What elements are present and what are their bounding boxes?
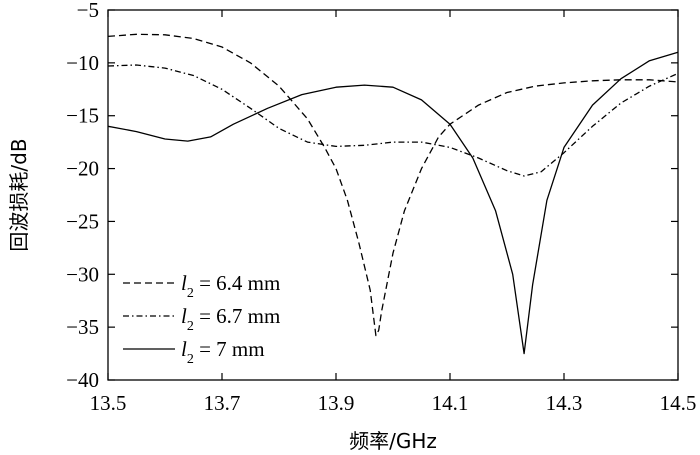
series-line-2	[107, 64, 679, 177]
x-tick-label: 14.3	[546, 391, 583, 415]
tick-layer: 13.5 13.7 13.9 14.1 14.3 14.5 −5 −10 −15 −20 −25 −3…	[66, 0, 696, 415]
y-tick-label: −20	[66, 157, 99, 181]
x-tick-label: 14.1	[432, 391, 469, 415]
series-line-3	[107, 51, 679, 355]
y-axis-title: 回波损耗/dB	[7, 138, 31, 251]
y-tick-label: −35	[66, 315, 99, 339]
y-tick-label: −10	[66, 51, 99, 75]
y-tick-label: −40	[66, 368, 99, 392]
legend-entry-2: l2 = 6.7 mm	[181, 304, 280, 334]
x-tick-label: 14.5	[660, 391, 697, 415]
x-axis-title: 频率/GHz	[349, 429, 437, 453]
x-tick-label: 13.5	[90, 391, 127, 415]
series-layer	[107, 33, 679, 355]
legend-entry-3: l2 = 7 mm	[181, 337, 265, 367]
legend-entry-1: l2 = 6.4 mm	[181, 271, 280, 301]
y-tick-label: −15	[66, 104, 99, 128]
y-tick-label: −25	[66, 209, 99, 233]
plot-frame	[107, 9, 679, 381]
x-tick-label: 13.7	[204, 391, 241, 415]
y-tick-label: −5	[77, 0, 99, 22]
series-line-1	[107, 33, 679, 337]
y-tick-label: −30	[66, 262, 99, 286]
x-tick-label: 13.9	[318, 391, 355, 415]
